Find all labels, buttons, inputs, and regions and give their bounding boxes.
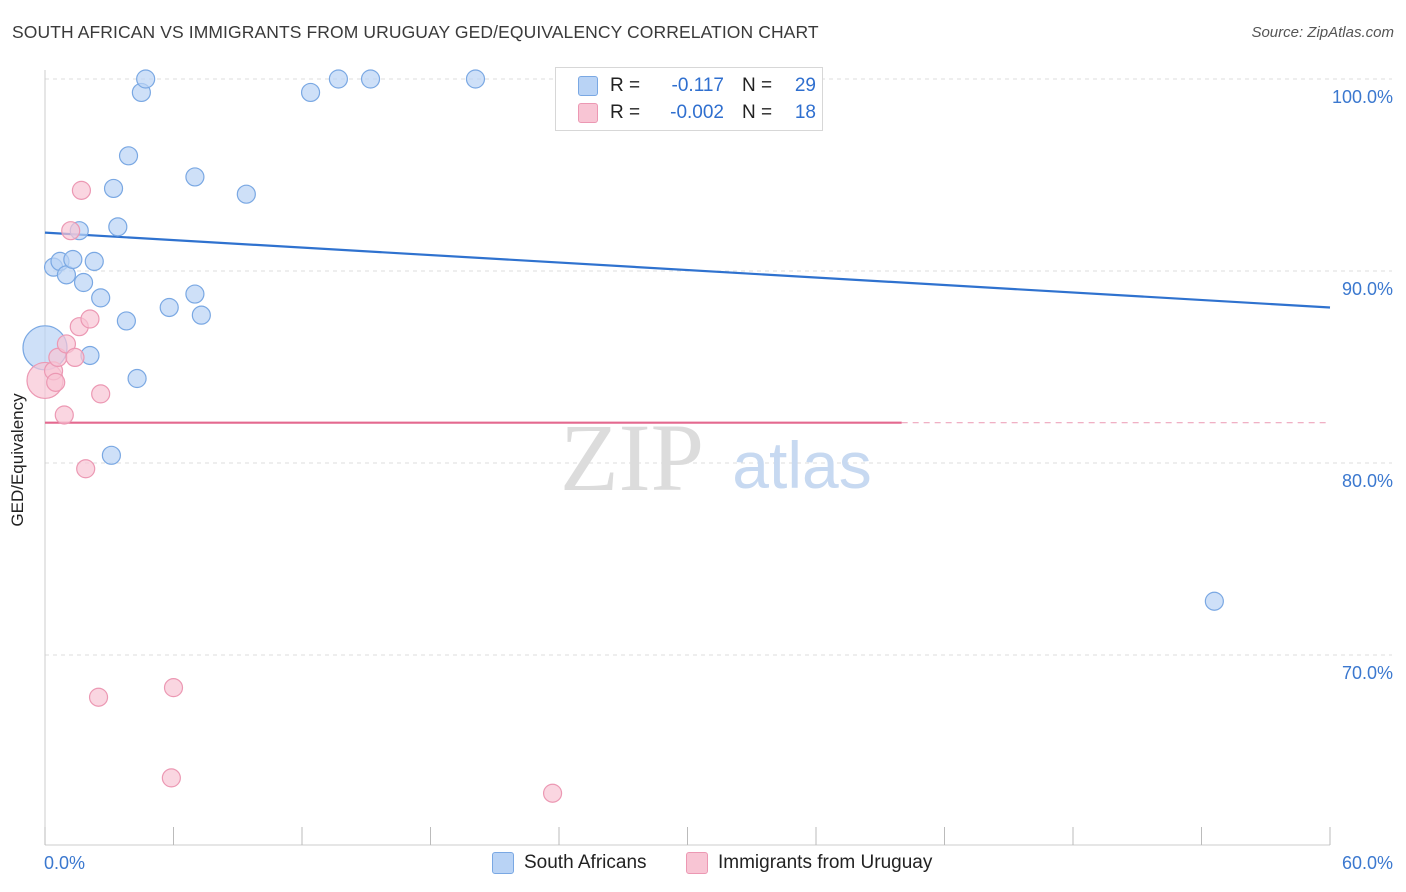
- point-uruguay: [56, 334, 77, 354]
- point-south-african: [108, 217, 128, 237]
- point-uruguay: [88, 687, 109, 707]
- point-uruguay: [76, 459, 96, 479]
- point-uruguay: [46, 372, 66, 392]
- legend-label-uruguay: Immigrants from Uruguay: [718, 852, 933, 873]
- legend-r-value: -0.117: [671, 75, 724, 96]
- legend-r-label: R =: [610, 102, 641, 123]
- point-south-african: [73, 272, 94, 293]
- point-south-african: [191, 305, 211, 325]
- grid-lines: [45, 78, 1392, 656]
- y-axis-label: GED/Equivalency: [8, 393, 27, 527]
- series-legend: South Africans Immigrants from Uruguay: [0, 852, 1406, 878]
- y-tick-label: 70.0%: [1342, 663, 1393, 683]
- point-uruguay: [54, 405, 74, 425]
- point-uruguay: [91, 384, 111, 404]
- legend-label-south-africans: South Africans: [524, 852, 647, 873]
- point-uruguay: [71, 180, 92, 200]
- data-points: [22, 69, 1224, 803]
- point-uruguay: [65, 347, 85, 367]
- trend-line-south-africans: [44, 231, 1331, 309]
- x-tick-label-max: 60.0%: [1342, 853, 1393, 873]
- legend-swatch-pink: [578, 103, 598, 123]
- y-tick-label: 100.0%: [1332, 87, 1393, 107]
- zipatlas-watermark: ZIP atlas: [560, 404, 872, 511]
- point-south-african: [118, 146, 139, 166]
- y-tick-label: 90.0%: [1342, 279, 1393, 299]
- point-south-african: [185, 284, 205, 304]
- point-south-african: [300, 82, 321, 103]
- legend-n-value: 29: [794, 75, 816, 96]
- legend-item-uruguay[interactable]: Immigrants from Uruguay: [686, 852, 932, 874]
- legend-r-value: -0.002: [670, 102, 724, 123]
- point-south-african: [159, 297, 179, 318]
- point-south-african: [103, 178, 124, 199]
- legend-n-value: 18: [794, 102, 816, 123]
- point-south-african: [84, 251, 104, 271]
- legend-swatch-blue: [578, 76, 598, 96]
- trend-lines: [44, 231, 1331, 424]
- legend-swatch-blue: [492, 852, 514, 874]
- point-uruguay: [161, 768, 181, 788]
- legend-n-label: N =: [742, 102, 773, 123]
- x-tick-label-min: 0.0%: [44, 853, 85, 873]
- point-south-african: [136, 69, 156, 89]
- point-uruguay: [61, 221, 81, 241]
- watermark-atlas: atlas: [732, 428, 871, 502]
- legend-item-south-africans[interactable]: South Africans: [492, 852, 647, 874]
- legend-row-south-africans: R = -0.117 N = 29: [578, 74, 816, 98]
- point-south-african: [465, 69, 486, 89]
- chart-title: SOUTH AFRICAN VS IMMIGRANTS FROM URUGUAY…: [12, 22, 819, 42]
- point-south-african: [116, 311, 136, 331]
- point-uruguay: [542, 783, 563, 803]
- point-south-african: [1204, 591, 1224, 611]
- point-south-african: [63, 249, 83, 270]
- watermark-zip: ZIP: [560, 404, 704, 511]
- legend-swatch-pink: [686, 852, 708, 874]
- point-south-african: [185, 167, 205, 187]
- point-south-african: [101, 445, 121, 465]
- point-uruguay: [80, 309, 100, 329]
- point-south-african: [360, 69, 381, 89]
- axis-ticks: 100.0% 90.0% 80.0% 70.0% 0.0% 60.0%: [44, 87, 1393, 873]
- stats-legend: R = -0.117 N = 29 R = -0.002 N = 18: [555, 67, 823, 131]
- y-tick-label: 80.0%: [1342, 471, 1393, 491]
- point-uruguay: [163, 678, 184, 698]
- legend-r-label: R =: [610, 75, 641, 96]
- point-south-african: [328, 69, 349, 89]
- point-south-african: [127, 368, 147, 389]
- legend-row-uruguay: R = -0.002 N = 18: [578, 101, 816, 125]
- point-south-african: [91, 288, 111, 308]
- source-credit: Source: ZipAtlas.com: [1251, 24, 1394, 41]
- point-south-african: [236, 184, 256, 204]
- legend-n-label: N =: [742, 75, 773, 96]
